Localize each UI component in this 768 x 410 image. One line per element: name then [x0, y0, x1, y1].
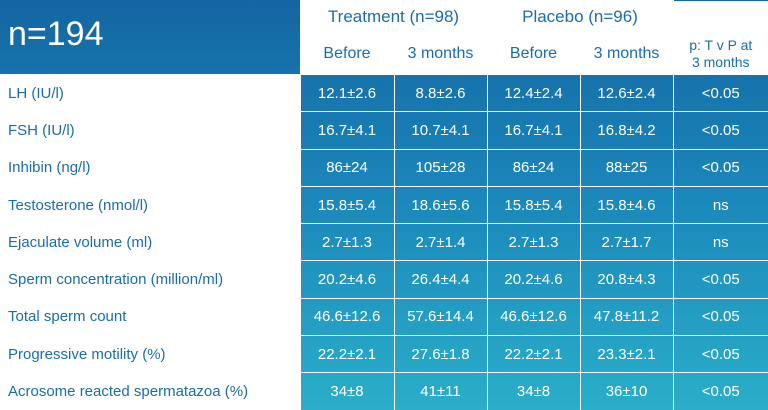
treatment-before-value: 16.7±4.1 — [299, 111, 395, 150]
treatment-3-months-value: 8.8±2.6 — [393, 73, 488, 113]
header-row-groups: n=194 Treatment (n=98) Placebo (n=96) — [0, 0, 768, 75]
treatment-3-months-value: 27.6±1.8 — [393, 335, 488, 374]
row-label: Ejaculate volume (ml) — [0, 223, 301, 262]
p-value: <0.05 — [672, 148, 768, 187]
treatment-3-months-value: 2.7±1.4 — [393, 223, 488, 262]
p-value: <0.05 — [672, 335, 768, 374]
table-row: Progressive motility (%) 22.2±2.1 27.6±1… — [0, 335, 768, 374]
table-row: Total sperm count 46.6±12.6 57.6±14.4 46… — [0, 297, 768, 337]
treatment-3-months-value: 10.7±4.1 — [393, 111, 488, 150]
placebo-3-months-value: 12.6±2.4 — [579, 73, 674, 113]
treatment-3-months-value: 18.6±5.6 — [393, 185, 488, 225]
treatment-before-value: 34±8 — [299, 372, 395, 410]
row-label: Total sperm count — [0, 297, 301, 337]
group-header-placebo: Placebo (n=96) — [486, 0, 674, 34]
group-header-treatment: Treatment (n=98) — [299, 0, 488, 34]
placebo-before-value: 22.2±2.1 — [486, 335, 581, 374]
subheader-treatment-before: Before — [299, 33, 395, 75]
p-value: <0.05 — [672, 111, 768, 150]
table-row: Acrosome reacted spermatazoa (%) 34±8 41… — [0, 372, 768, 410]
placebo-3-months-value: 47.8±11.2 — [579, 297, 674, 337]
treatment-before-value: 86±24 — [299, 148, 395, 187]
subheader-placebo-3-months: 3 months — [579, 33, 674, 75]
placebo-3-months-value: 2.7±1.7 — [579, 223, 674, 262]
p-value-header-line1: p: T v P at — [689, 37, 753, 53]
p-value: <0.05 — [672, 372, 768, 410]
placebo-3-months-value: 20.8±4.3 — [579, 260, 674, 299]
table-row: LH (IU/l) 12.1±2.6 8.8±2.6 12.4±2.4 12.6… — [0, 73, 768, 113]
placebo-3-months-value: 23.3±2.1 — [579, 335, 674, 374]
row-label: Inhibin (ng/l) — [0, 148, 301, 187]
placebo-before-value: 46.6±12.6 — [486, 297, 581, 337]
table-row: FSH (IU/l) 16.7±4.1 10.7±4.1 16.7±4.1 16… — [0, 111, 768, 150]
placebo-3-months-value: 36±10 — [579, 372, 674, 410]
placebo-3-months-value: 16.8±4.2 — [579, 111, 674, 150]
p-value: <0.05 — [672, 73, 768, 113]
table-row: Ejaculate volume (ml) 2.7±1.3 2.7±1.4 2.… — [0, 223, 768, 262]
placebo-before-value: 20.2±4.6 — [486, 260, 581, 299]
table-row: Inhibin (ng/l) 86±24 105±28 86±24 88±25 … — [0, 148, 768, 187]
table-row: Sperm concentration (million/ml) 20.2±4.… — [0, 260, 768, 299]
treatment-before-value: 20.2±4.6 — [299, 260, 395, 299]
row-label: LH (IU/l) — [0, 73, 301, 113]
header-row-subheaders: Before 3 months Before 3 months p: T v P… — [0, 33, 768, 75]
placebo-before-value: 86±24 — [486, 148, 581, 187]
header-corner-cell — [672, 0, 768, 34]
placebo-3-months-value: 15.8±4.6 — [579, 185, 674, 225]
placebo-before-value: 16.7±4.1 — [486, 111, 581, 150]
placebo-before-value: 2.7±1.3 — [486, 223, 581, 262]
treatment-before-value: 22.2±2.1 — [299, 335, 395, 374]
treatment-3-months-value: 105±28 — [393, 148, 488, 187]
treatment-3-months-value: 57.6±14.4 — [393, 297, 488, 337]
placebo-3-months-value: 88±25 — [579, 148, 674, 187]
subheader-treatment-3-months: 3 months — [393, 33, 488, 75]
row-label: Testosterone (nmol/l) — [0, 185, 301, 225]
treatment-before-value: 46.6±12.6 — [299, 297, 395, 337]
p-value-header: p: T v P at 3 months — [672, 33, 768, 75]
placebo-before-value: 34±8 — [486, 372, 581, 410]
row-label: Acrosome reacted spermatazoa (%) — [0, 372, 301, 410]
placebo-before-value: 12.4±2.4 — [486, 73, 581, 113]
treatment-3-months-value: 41±11 — [393, 372, 488, 410]
p-value: <0.05 — [672, 260, 768, 299]
p-value: <0.05 — [672, 297, 768, 337]
row-label: Progressive motility (%) — [0, 335, 301, 374]
subheader-placebo-before: Before — [486, 33, 581, 75]
treatment-before-value: 15.8±5.4 — [299, 185, 395, 225]
row-label: FSH (IU/l) — [0, 111, 301, 150]
sample-size-title: n=194 — [0, 0, 301, 75]
table-row: Testosterone (nmol/l) 15.8±5.4 18.6±5.6 … — [0, 185, 768, 225]
placebo-before-value: 15.8±5.4 — [486, 185, 581, 225]
p-value: ns — [672, 223, 768, 262]
row-label: Sperm concentration (million/ml) — [0, 260, 301, 299]
p-value-header-line2: 3 months — [691, 54, 750, 70]
p-value: ns — [672, 185, 768, 225]
treatment-3-months-value: 26.4±4.4 — [393, 260, 488, 299]
treatment-before-value: 12.1±2.6 — [299, 73, 395, 113]
treatment-before-value: 2.7±1.3 — [299, 223, 395, 262]
